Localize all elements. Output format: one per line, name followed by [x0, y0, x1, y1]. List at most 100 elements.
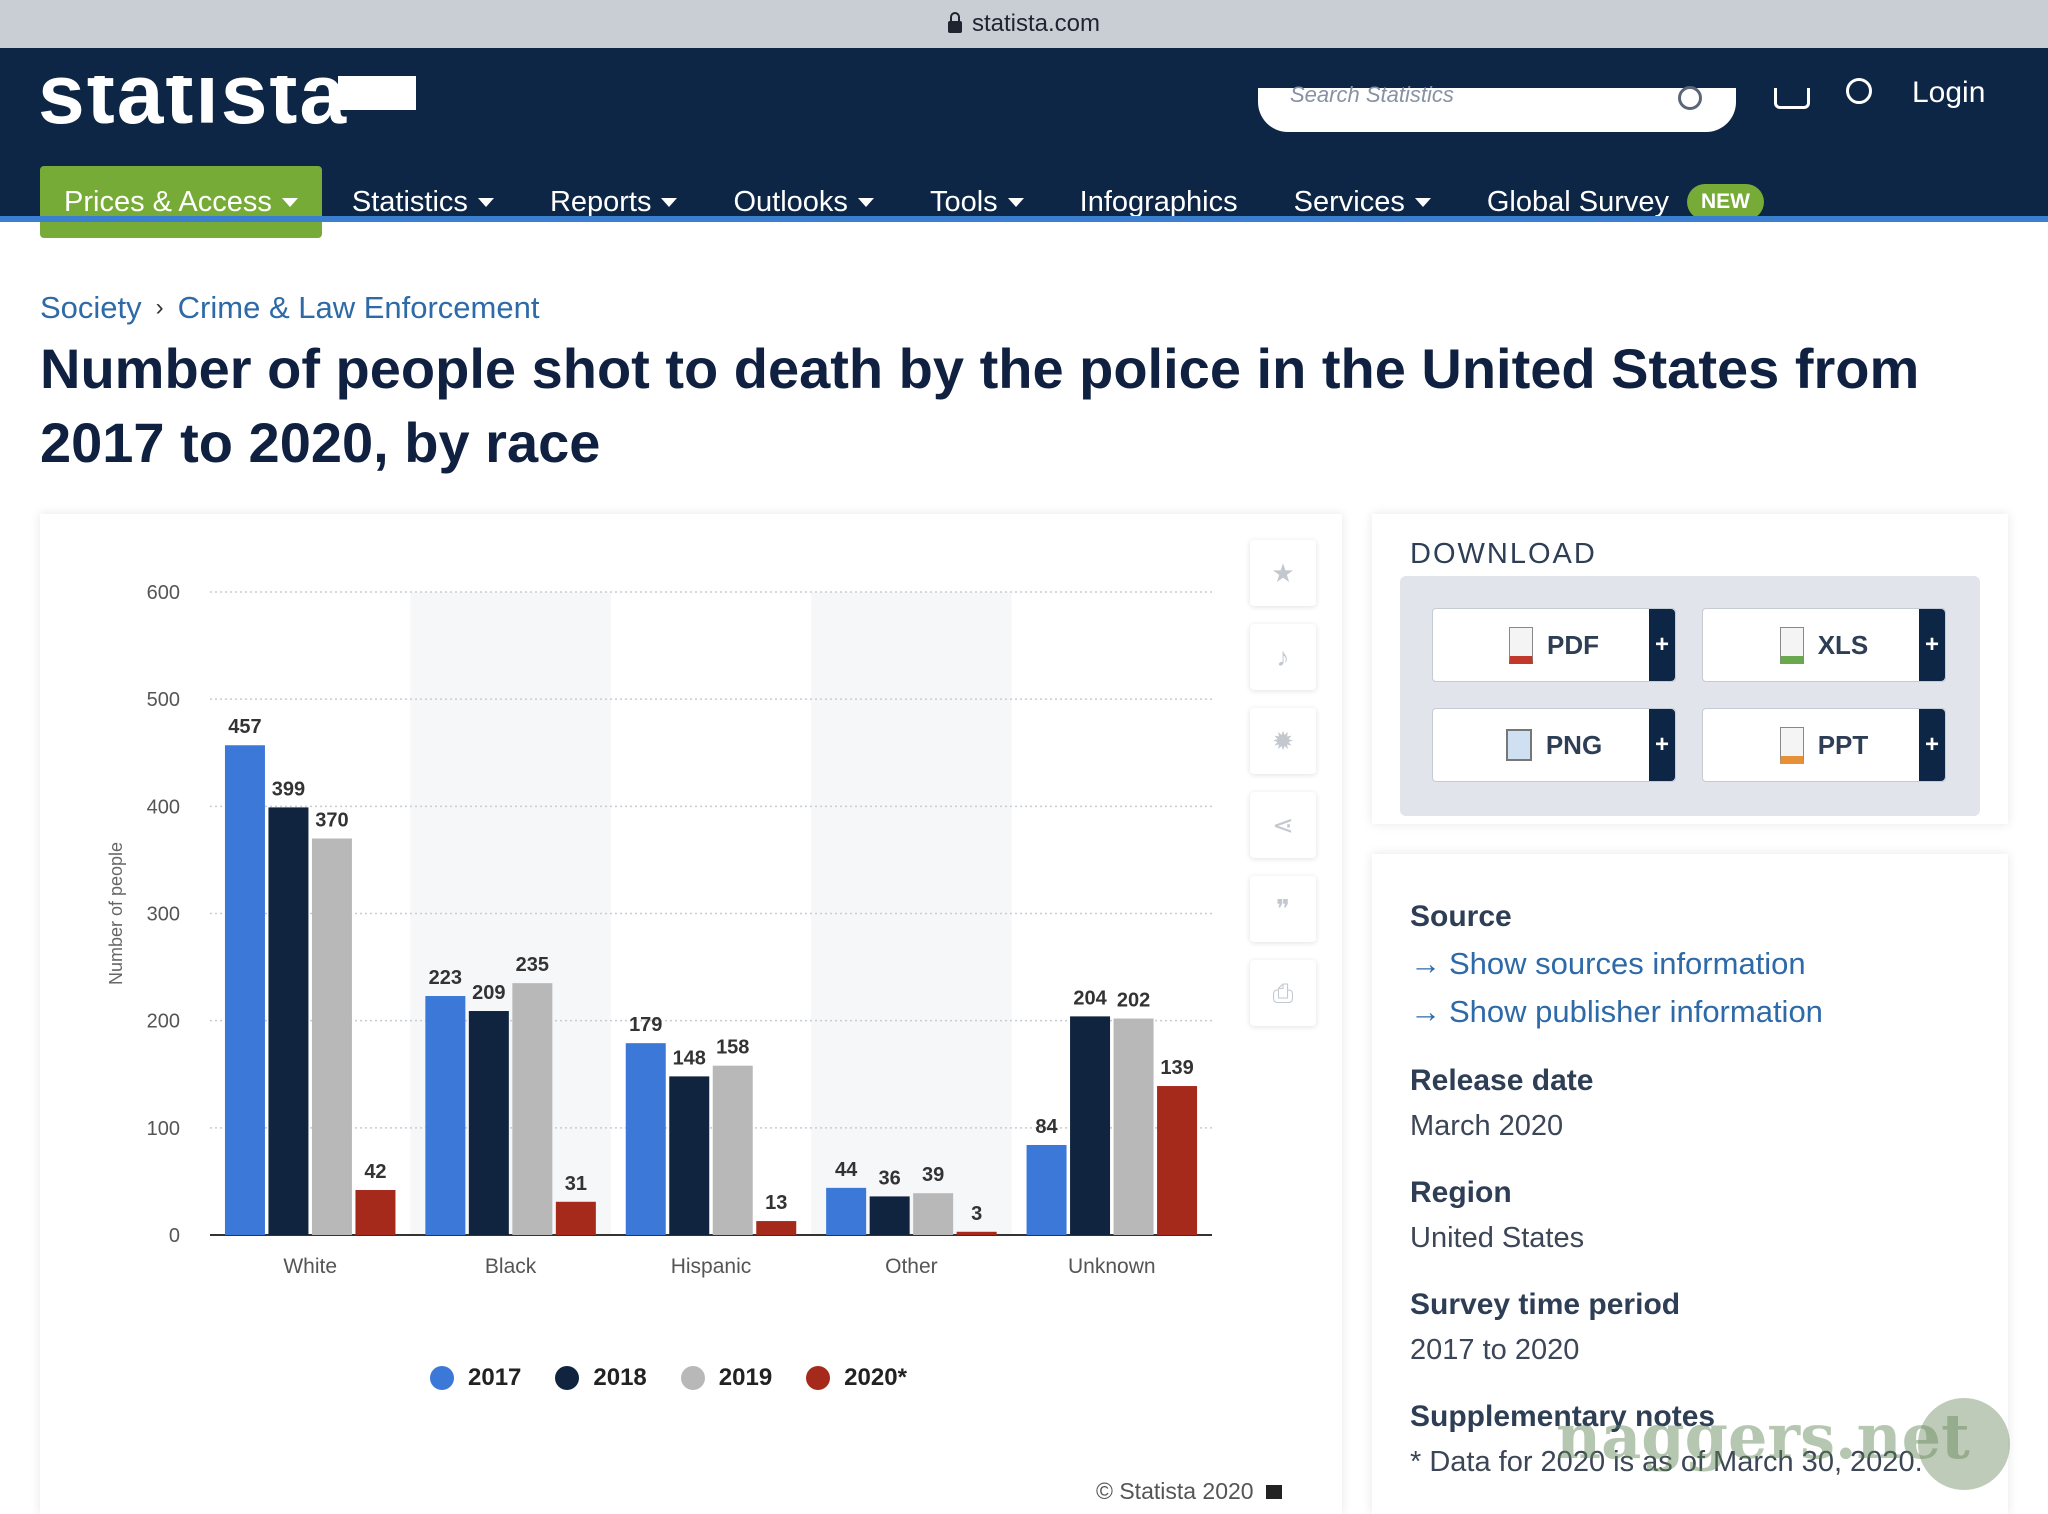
bar-2018-unknown — [1070, 1016, 1111, 1235]
print-button[interactable]: ⎙ — [1250, 960, 1316, 1026]
nav-item-outlooks[interactable]: Outlooks — [733, 186, 874, 219]
show-sources-link[interactable]: → Show sources information — [1410, 946, 1806, 981]
browser-url-bar[interactable]: statista.com — [0, 0, 2048, 48]
show-publisher-link[interactable]: → Show publisher information — [1410, 994, 1823, 1029]
nav-item-label: Global Survey — [1486, 185, 1669, 218]
data-label: 36 — [879, 1167, 901, 1189]
download-png-button[interactable]: PNG + — [1432, 708, 1676, 782]
share-icon: ⋖ — [1272, 810, 1294, 840]
globe-icon[interactable] — [1846, 78, 1872, 104]
legend-item-2018[interactable]: 2018 — [555, 1364, 647, 1392]
flag-icon[interactable] — [1265, 1484, 1282, 1499]
data-label: 148 — [673, 1047, 706, 1069]
watermark-logo — [1918, 1398, 2010, 1490]
y-tick-label: 300 — [147, 904, 180, 926]
url-text[interactable]: statista.com — [971, 10, 1101, 37]
legend-item-2019[interactable]: 2019 — [680, 1364, 772, 1392]
data-label: 158 — [716, 1037, 749, 1059]
nav-item-label: Services — [1293, 185, 1405, 218]
breadcrumb-crime-law[interactable]: Crime & Law Enforcement — [177, 290, 540, 325]
bar-2020-other — [956, 1231, 997, 1235]
nav-item-label: Infographics — [1079, 185, 1238, 218]
download-xls-plus[interactable]: + — [1919, 609, 1945, 681]
data-label: 235 — [516, 954, 549, 976]
download-xls-button[interactable]: XLS + — [1702, 608, 1946, 682]
print-icon: ⎙ — [1272, 978, 1294, 1008]
pdf-file-icon — [1509, 626, 1533, 664]
search-placeholder: Search Statistics — [1290, 82, 1454, 107]
y-tick-label: 100 — [147, 1118, 180, 1140]
download-png-plus[interactable]: + — [1649, 709, 1675, 781]
bell-button[interactable]: ♪ — [1250, 624, 1316, 690]
y-tick-label: 400 — [147, 796, 180, 818]
legend-swatch — [555, 1366, 580, 1390]
login-link[interactable]: Login — [1912, 76, 1986, 109]
x-tick-label: Unknown — [1068, 1255, 1156, 1278]
download-ppt-button[interactable]: PPT + — [1702, 708, 1946, 782]
inbox-icon[interactable] — [1774, 88, 1810, 109]
nav-item-tools[interactable]: Tools — [930, 186, 1024, 219]
breadcrumb: Society › Crime & Law Enforcement — [40, 290, 539, 326]
bar-2020-black — [555, 1201, 596, 1235]
nav-item-prices-access[interactable]: Prices & Access — [40, 166, 322, 238]
nav-item-global-survey[interactable]: Global Survey NEW — [1487, 184, 1764, 220]
region-value: United States — [1410, 1222, 1585, 1254]
legend-label: 2020* — [844, 1364, 907, 1391]
bar-2018-white — [268, 807, 309, 1235]
legend-label: 2017 — [468, 1364, 522, 1391]
chart-toolbar: ★ ♪ ✹ ⋖ ❞ ⎙ — [1250, 540, 1316, 1044]
legend-item-2020[interactable]: 2020* — [806, 1364, 907, 1392]
star-button[interactable]: ★ — [1250, 540, 1316, 606]
ppt-file-icon — [1779, 726, 1804, 764]
x-tick-label: Black — [485, 1255, 537, 1278]
quote-icon: ❞ — [1276, 894, 1290, 924]
search-icon[interactable] — [1678, 86, 1702, 110]
bar-chart: 0 100 200 300 400 500 600 Number of people 457 39… — [106, 582, 1212, 1278]
data-label: 139 — [1160, 1057, 1193, 1079]
y-tick-label: 500 — [147, 689, 180, 711]
nav-item-infographics[interactable]: Infographics — [1080, 186, 1238, 219]
data-label: 44 — [835, 1159, 858, 1181]
data-label: 179 — [629, 1014, 662, 1036]
bar-2017-unknown — [1026, 1144, 1067, 1235]
bar-2017-black — [425, 996, 466, 1235]
bar-2019-black — [512, 983, 553, 1235]
bar-2018-black — [468, 1011, 509, 1235]
nav-item-label: Tools — [929, 185, 998, 218]
legend-label: 2018 — [593, 1364, 647, 1391]
bar-2019-hispanic — [712, 1065, 753, 1235]
data-label: 202 — [1117, 990, 1150, 1012]
nav-item-reports[interactable]: Reports — [550, 186, 678, 219]
download-pdf-button[interactable]: PDF + — [1432, 608, 1676, 682]
header-accent-line — [0, 216, 2048, 222]
caret-down-icon — [281, 197, 298, 207]
gear-button[interactable]: ✹ — [1250, 708, 1316, 774]
arrow-right-icon: → — [1410, 946, 1441, 981]
data-label: 370 — [315, 809, 348, 831]
nav-item-services[interactable]: Services — [1294, 186, 1431, 219]
y-tick-label: 200 — [147, 1011, 180, 1033]
breadcrumb-society[interactable]: Society — [40, 290, 142, 325]
data-label: 457 — [228, 716, 261, 738]
search-input[interactable]: Search Statistics — [1258, 82, 1736, 132]
share-button[interactable]: ⋖ — [1250, 792, 1316, 858]
legend-item-2017[interactable]: 2017 — [430, 1364, 521, 1392]
nav-item-label: Reports — [549, 185, 652, 218]
caret-down-icon — [477, 197, 494, 207]
copyright: © Statista 2020 — [1096, 1478, 1282, 1505]
quote-button[interactable]: ❞ — [1250, 876, 1316, 942]
download-card: DOWNLOAD PDF + XLS + PNG + PPT + — [1372, 514, 2008, 824]
source-label: Source — [1410, 900, 1512, 933]
x-tick-label: White — [283, 1255, 337, 1278]
x-tick-label: Hispanic — [671, 1255, 752, 1278]
download-pdf-plus[interactable]: + — [1649, 609, 1675, 681]
bar-2020-unknown — [1157, 1086, 1198, 1235]
data-label: 3 — [971, 1203, 982, 1225]
download-ppt-plus[interactable]: + — [1919, 709, 1945, 781]
statista-logo[interactable]: statista — [38, 76, 418, 132]
caret-down-icon — [857, 197, 874, 207]
supplementary-notes-label: Supplementary notes — [1410, 1400, 1716, 1433]
data-label: 42 — [364, 1161, 386, 1183]
survey-period-label: Survey time period — [1410, 1288, 1681, 1321]
nav-item-statistics[interactable]: Statistics — [352, 186, 494, 219]
